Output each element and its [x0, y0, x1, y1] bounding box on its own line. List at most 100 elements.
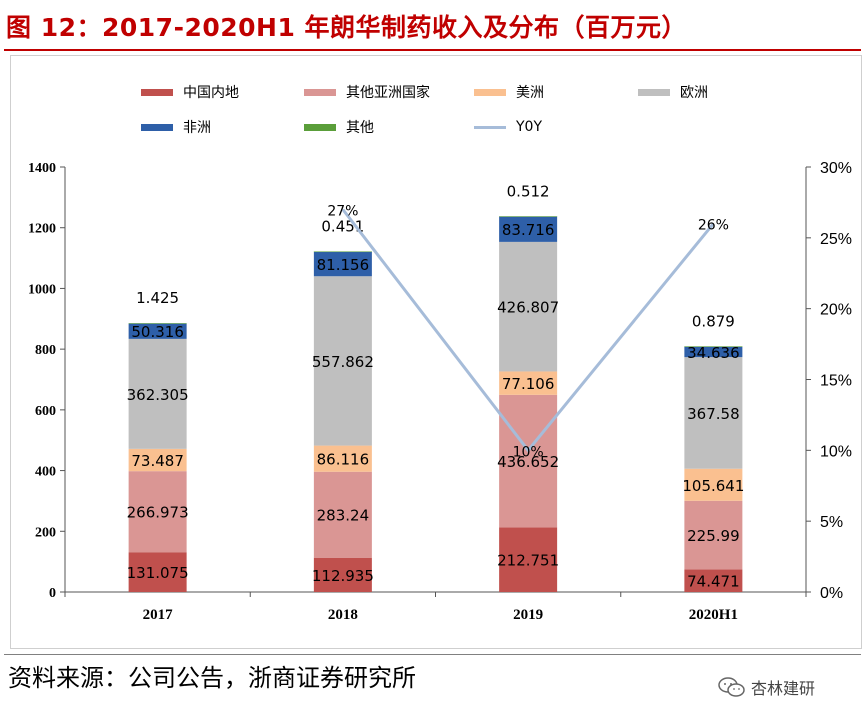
data-label: 74.471	[687, 573, 740, 591]
figure-title: 图 12：2017-2020H1 年朗华制药收入及分布（百万元）	[6, 13, 688, 42]
title-divider	[4, 49, 861, 51]
bar-segment	[499, 216, 558, 242]
data-label: 0.879	[692, 312, 735, 330]
legend-item-europe: 欧洲	[638, 82, 708, 102]
legend-swatch-other	[304, 123, 336, 131]
data-label: 34.636	[687, 344, 740, 362]
left-axis-tick-label: 600	[35, 404, 56, 419]
data-label: 362.305	[127, 386, 189, 404]
data-label: 557.862	[312, 353, 374, 371]
legend-swatch-europe	[638, 88, 670, 96]
bar-segment	[128, 471, 187, 553]
wechat-icon	[718, 677, 745, 697]
right-axis-tick-label: 15%	[820, 373, 852, 390]
left-axis-tick-label: 1000	[28, 282, 56, 297]
data-label: 77.106	[502, 375, 555, 393]
left-axis-tick-label: 400	[35, 465, 56, 480]
legend-swatch-africa	[141, 123, 173, 131]
left-axis-tick-label: 1200	[28, 222, 56, 237]
left-axis-tick-label: 200	[35, 525, 56, 540]
chart-legend: 中国内地 其他亚洲国家 美洲 欧洲 非洲 其他 Y0Y	[0, 0, 865, 160]
legend-label-europe: 欧洲	[680, 85, 708, 101]
data-label: 1.425	[136, 289, 179, 307]
data-label: 367.58	[687, 405, 740, 423]
legend-item-china: 中国内地	[141, 82, 239, 102]
legend-swatch-other-asia	[304, 88, 336, 96]
data-label: 131.075	[127, 564, 189, 582]
bar-segment	[313, 276, 372, 446]
x-axis-tick-label: 2017	[143, 607, 174, 623]
legend-label-other-asia: 其他亚洲国家	[346, 85, 430, 101]
bar-segment	[499, 394, 558, 528]
legend-item-other: 其他	[304, 117, 374, 137]
data-label: 212.751	[497, 552, 559, 570]
bar-segment	[128, 338, 187, 449]
bar-segment	[499, 527, 558, 592]
right-axis-tick-label: 5%	[820, 514, 843, 531]
data-label: 266.973	[127, 504, 189, 522]
bar-segment	[684, 500, 743, 570]
yoy-point-label: 27%	[327, 204, 358, 220]
right-axis-tick-label: 0%	[820, 585, 843, 602]
legend-swatch-yoy	[474, 125, 506, 129]
bar-segment	[313, 251, 372, 253]
left-axis-tick-label: 800	[35, 343, 56, 358]
data-label: 81.156	[317, 256, 370, 274]
yoy-point-label: 26%	[698, 218, 729, 234]
legend-label-yoy: Y0Y	[516, 119, 543, 135]
bar-segment	[499, 241, 558, 372]
bar-segment	[313, 557, 372, 592]
legend-label-china: 中国内地	[183, 85, 239, 101]
bar-segment	[684, 346, 743, 347]
left-axis-tick-label: 0	[49, 586, 56, 601]
data-label: 86.116	[317, 451, 370, 469]
bar-segment	[128, 323, 187, 324]
bar-segment	[499, 216, 558, 217]
x-axis-tick-label: 2019	[513, 607, 543, 623]
data-label: 83.716	[502, 221, 555, 239]
legend-label-africa: 非洲	[183, 120, 211, 136]
right-axis-tick-label: 30%	[820, 160, 852, 177]
legend-swatch-china	[141, 88, 173, 96]
bar-segment	[684, 569, 743, 592]
right-axis-tick-label: 25%	[820, 231, 852, 248]
data-label: 73.487	[131, 452, 184, 470]
legend-item-yoy: Y0Y	[474, 117, 542, 137]
data-label: 225.99	[687, 527, 740, 545]
data-label: 0.451	[321, 217, 364, 235]
yoy-point-label: 10%	[513, 444, 544, 460]
x-axis-tick-label: 2018	[328, 607, 358, 623]
data-label: 50.316	[131, 323, 184, 341]
data-label: 426.807	[497, 299, 559, 317]
bar-segment	[499, 371, 558, 395]
bar-segment	[128, 448, 187, 472]
legend-item-africa: 非洲	[141, 117, 211, 137]
bar-segment	[684, 357, 743, 469]
bar-segment	[684, 468, 743, 501]
data-label: 436.652	[497, 453, 559, 471]
bar-segment	[684, 346, 743, 358]
bar-segment	[313, 251, 372, 277]
chart-frame	[10, 55, 862, 649]
data-label: 0.512	[507, 182, 550, 200]
right-axis-tick-label: 20%	[820, 302, 852, 319]
left-axis-tick-label: 1400	[28, 161, 56, 176]
watermark-text: 杏林建研	[751, 679, 816, 698]
bar-segment	[128, 552, 187, 592]
data-label: 105.641	[682, 477, 744, 495]
bar-segment	[128, 323, 187, 339]
watermark: 杏林建研	[717, 675, 815, 699]
source-divider	[4, 654, 861, 655]
data-label: 283.24	[317, 507, 370, 525]
bar-segment	[313, 471, 372, 558]
data-label: 112.935	[312, 567, 374, 585]
x-axis-tick-label: 2020H1	[689, 607, 738, 623]
yoy-line	[341, 208, 715, 453]
legend-item-other-asia: 其他亚洲国家	[304, 82, 430, 102]
bar-segment	[313, 445, 372, 472]
legend-item-americas: 美洲	[474, 82, 544, 102]
right-axis-tick-label: 10%	[820, 443, 852, 460]
legend-swatch-americas	[474, 88, 506, 96]
legend-label-americas: 美洲	[516, 85, 544, 101]
